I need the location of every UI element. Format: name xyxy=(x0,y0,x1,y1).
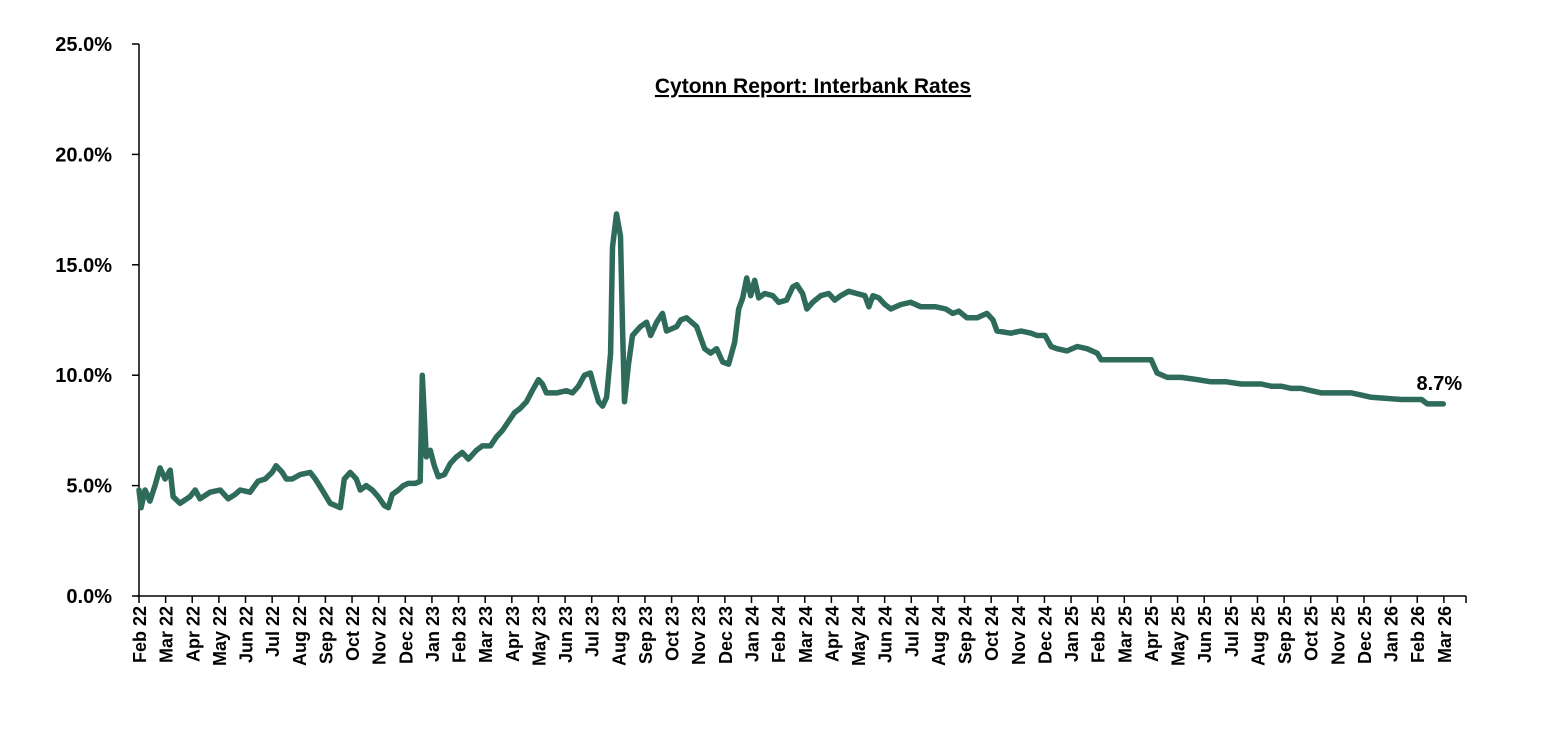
x-tick-label: Feb 25 xyxy=(1089,606,1109,663)
last-value-label: 8.7% xyxy=(1417,373,1463,395)
x-tick-label: Sep 23 xyxy=(636,606,656,664)
interbank-rate-line xyxy=(136,211,1447,511)
x-tick-label: May 25 xyxy=(1169,606,1189,666)
x-tick-label: Aug 23 xyxy=(609,606,629,666)
x-tick-label: Nov 23 xyxy=(689,606,709,665)
x-tick-label: Aug 22 xyxy=(290,606,310,666)
x-axis: Feb 22 Mar 22 Apr 22 May 22 Jun 22 Jul 22 Aug … xyxy=(130,595,1467,666)
x-tick-label: Apr 24 xyxy=(822,606,842,662)
y-tick-label: 25.0% xyxy=(55,34,112,56)
x-tick-label: Dec 23 xyxy=(716,606,736,664)
x-tick-label: Jun 25 xyxy=(1195,606,1215,663)
y-axis: 0.0% 5.0% 10.0% 15.0% 20.0% 25.0% xyxy=(55,34,140,608)
x-tick-label: Jul 23 xyxy=(583,606,603,657)
x-tick-label: Jan 26 xyxy=(1382,606,1402,662)
y-tick-label: 15.0% xyxy=(55,255,112,277)
y-tick-label: 20.0% xyxy=(55,144,112,166)
x-tick-label: Nov 22 xyxy=(370,606,390,665)
x-tick-label: Apr 22 xyxy=(183,606,203,662)
x-tick-label: Dec 24 xyxy=(1035,606,1055,664)
x-tick-label: Feb 24 xyxy=(769,606,789,663)
x-tick-label: Feb 26 xyxy=(1408,606,1428,663)
x-tick-label: Mar 23 xyxy=(476,606,496,663)
x-tick-label: Sep 24 xyxy=(956,606,976,664)
x-tick-label: Nov 24 xyxy=(1009,606,1029,665)
y-tick-label: 5.0% xyxy=(66,476,112,498)
series-group xyxy=(136,211,1447,511)
x-tick-label: Apr 25 xyxy=(1142,606,1162,662)
x-tick-label: Jan 25 xyxy=(1062,606,1082,662)
x-tick-label: Oct 24 xyxy=(982,606,1002,661)
x-tick-label: Sep 25 xyxy=(1275,606,1295,664)
x-tick-label: Feb 23 xyxy=(450,606,470,663)
x-tick-label: Oct 22 xyxy=(343,606,363,661)
x-tick-label: Nov 25 xyxy=(1328,606,1348,665)
x-tick-label: Apr 23 xyxy=(503,606,523,662)
x-tick-label: Mar 22 xyxy=(157,606,177,663)
x-tick-label: Jun 24 xyxy=(876,606,896,663)
x-tick-label: Sep 22 xyxy=(316,606,336,664)
x-tick-label: Dec 22 xyxy=(396,606,416,664)
x-tick-label: Aug 24 xyxy=(929,606,949,666)
x-tick-label: Feb 22 xyxy=(130,606,150,663)
x-tick-label: Jul 24 xyxy=(902,606,922,657)
chart-title: Cytonn Report: Interbank Rates xyxy=(655,75,971,98)
x-tick-label: Dec 25 xyxy=(1355,606,1375,664)
x-tick-label: May 24 xyxy=(849,606,869,666)
x-tick-label: Mar 26 xyxy=(1435,606,1455,663)
x-tick-label: Mar 25 xyxy=(1115,606,1135,663)
x-tick-label: Aug 25 xyxy=(1248,606,1268,666)
x-tick-label: May 23 xyxy=(529,606,549,666)
x-tick-label: Oct 25 xyxy=(1302,606,1322,661)
x-tick-label: Jul 22 xyxy=(263,606,283,657)
x-tick-label: Jul 25 xyxy=(1222,606,1242,657)
x-tick-label: Oct 23 xyxy=(663,606,683,661)
y-tick-label: 10.0% xyxy=(55,365,112,387)
y-tick-label: 0.0% xyxy=(66,586,112,608)
x-tick-label: Jun 23 xyxy=(556,606,576,663)
x-tick-label: Jan 24 xyxy=(742,606,762,662)
x-tick-label: Jun 22 xyxy=(237,606,257,663)
x-tick-label: May 22 xyxy=(210,606,230,666)
x-tick-label: Jan 23 xyxy=(423,606,443,662)
x-tick-label: Mar 24 xyxy=(796,606,816,663)
